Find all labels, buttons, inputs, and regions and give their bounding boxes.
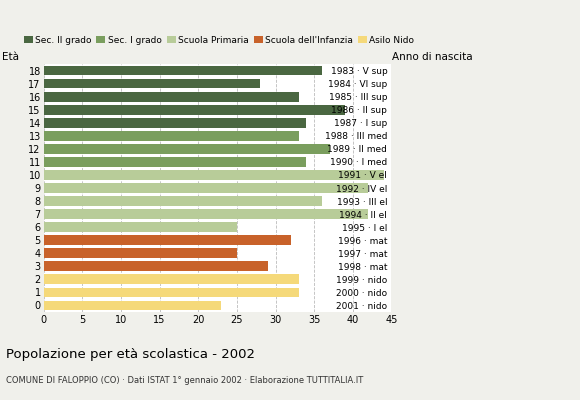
Bar: [44, 79, 260, 88]
Bar: [44, 288, 299, 297]
Text: COMUNE DI FALOPPIO (CO) · Dati ISTAT 1° gennaio 2002 · Elaborazione TUTTITALIA.I: COMUNE DI FALOPPIO (CO) · Dati ISTAT 1° …: [6, 376, 363, 385]
Text: Popolazione per età scolastica - 2002: Popolazione per età scolastica - 2002: [6, 348, 255, 361]
Bar: [44, 144, 329, 154]
Bar: [44, 262, 268, 271]
Bar: [44, 235, 291, 245]
Bar: [44, 170, 384, 180]
Bar: [44, 274, 299, 284]
Bar: [44, 66, 322, 76]
Bar: [44, 222, 237, 232]
Bar: [44, 183, 368, 193]
Bar: [44, 157, 306, 167]
Bar: [44, 105, 345, 114]
Text: Anno di nascita: Anno di nascita: [392, 52, 472, 62]
Bar: [44, 118, 306, 128]
Bar: [44, 131, 299, 141]
Bar: [44, 209, 368, 219]
Legend: Sec. II grado, Sec. I grado, Scuola Primaria, Scuola dell'Infanzia, Asilo Nido: Sec. II grado, Sec. I grado, Scuola Prim…: [24, 36, 414, 45]
Bar: [44, 196, 322, 206]
Text: Età: Età: [2, 52, 19, 62]
Bar: [44, 248, 237, 258]
Bar: [44, 300, 222, 310]
Bar: [44, 92, 299, 102]
